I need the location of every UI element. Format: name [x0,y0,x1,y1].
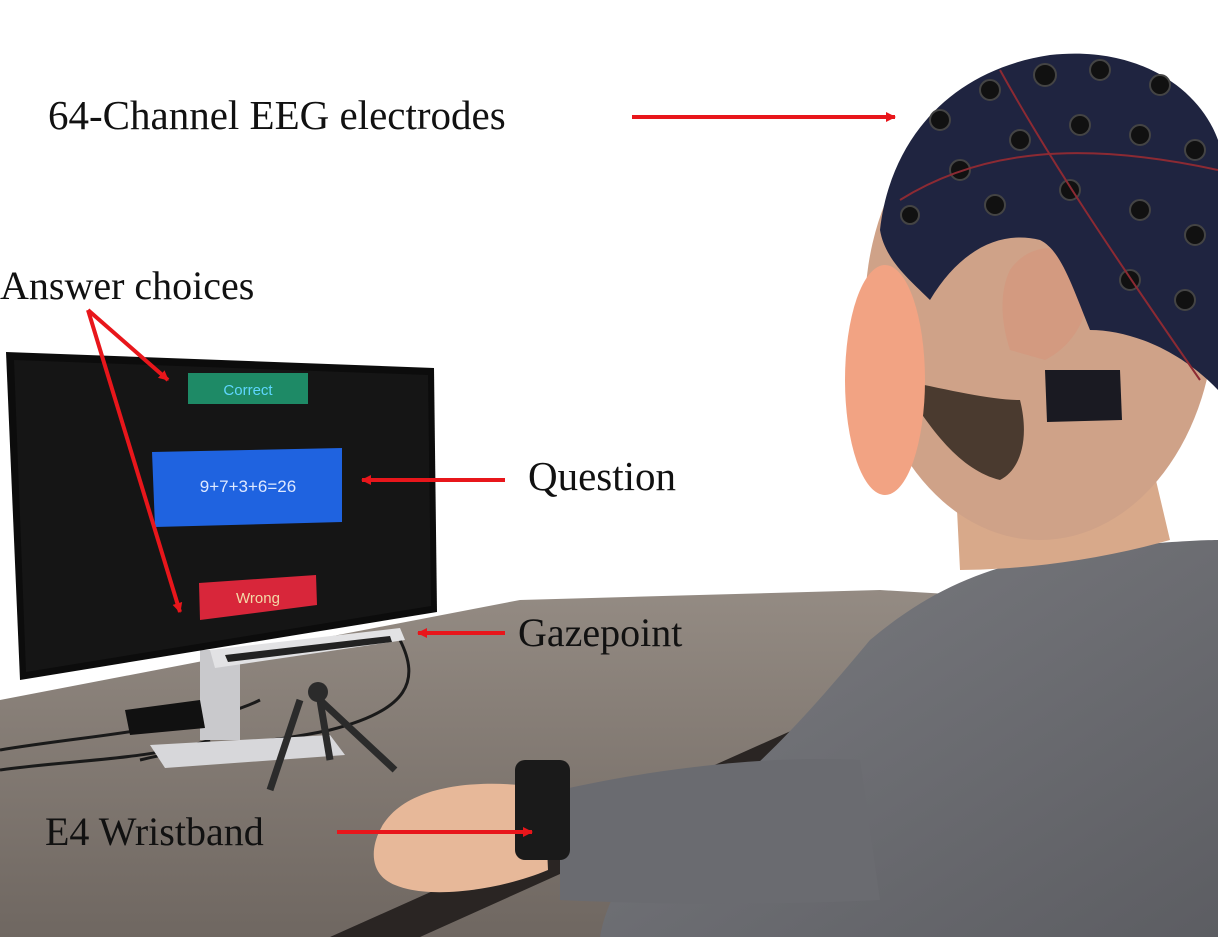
label-wristband: E4 Wristband [45,809,264,854]
annotation-arrows [86,112,896,837]
screen-content: Correct 9+7+3+6=26 Wrong [152,373,342,620]
correct-button: Correct [188,373,308,404]
label-question: Question [528,453,677,499]
e4-wristband [515,760,570,860]
correct-label: Correct [223,382,273,399]
monitor-stand [125,650,345,768]
hand [373,783,548,893]
wrong-label: Wrong [236,590,280,607]
question-box: 9+7+3+6=26 [152,448,342,527]
question-text: 9+7+3+6=26 [200,477,296,496]
face-mask [845,265,925,495]
label-gazepoint: Gazepoint [518,610,683,655]
person [373,53,1218,937]
answer-arrow-wrong [86,309,183,613]
wrong-button: Wrong [199,575,317,620]
gazepoint-tracker [210,628,405,792]
label-answer-choices: Answer choices [0,263,255,308]
label-eeg: 64-Channel EEG electrodes [48,92,506,138]
answer-arrow-correct [86,308,170,382]
